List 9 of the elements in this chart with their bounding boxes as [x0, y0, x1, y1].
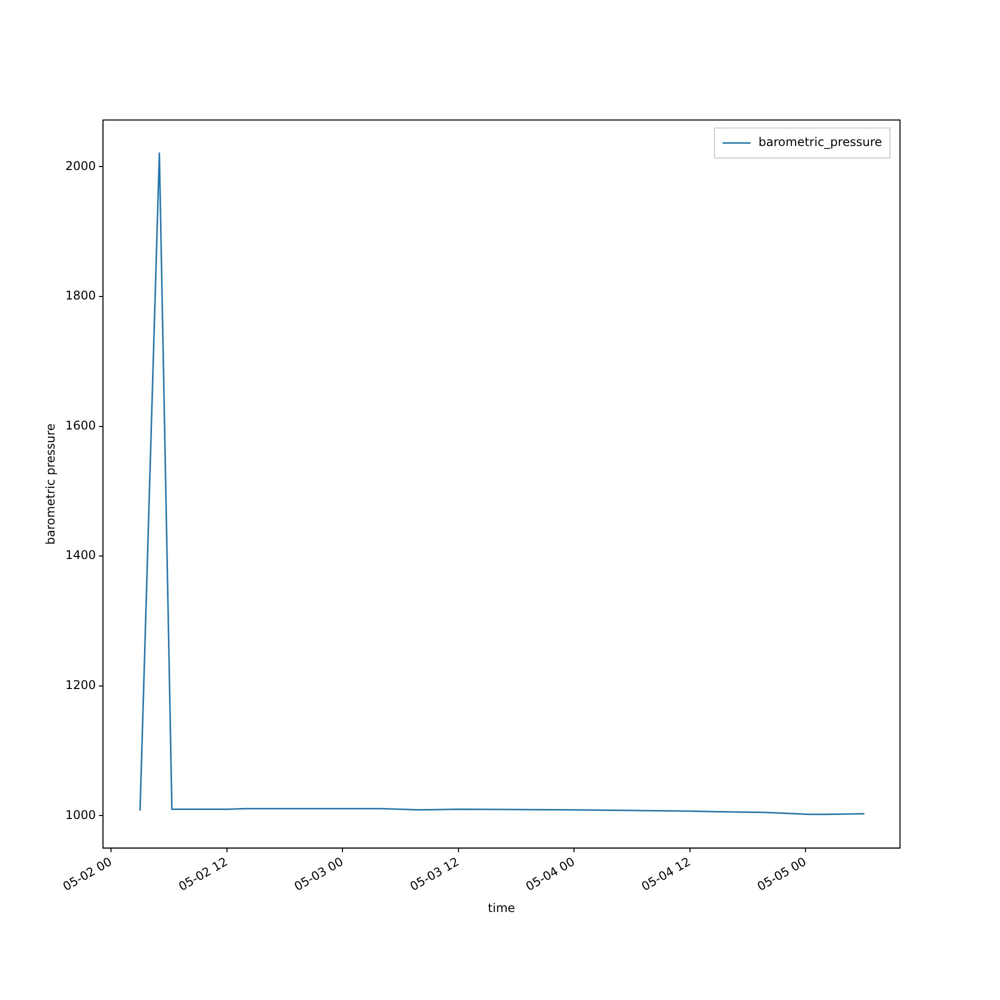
x-axis-title: time	[488, 900, 516, 915]
y-axis-title: barometric pressure	[43, 423, 58, 545]
y-tick-label: 2000	[65, 158, 96, 173]
y-tick-label: 1400	[65, 548, 96, 562]
y-tick-label: 1000	[65, 808, 96, 822]
y-tick-label: 1600	[65, 418, 96, 432]
legend-label: barometric_pressure	[758, 135, 882, 150]
y-tick-label: 1800	[65, 288, 96, 303]
y-tick-label: 1200	[65, 678, 96, 692]
